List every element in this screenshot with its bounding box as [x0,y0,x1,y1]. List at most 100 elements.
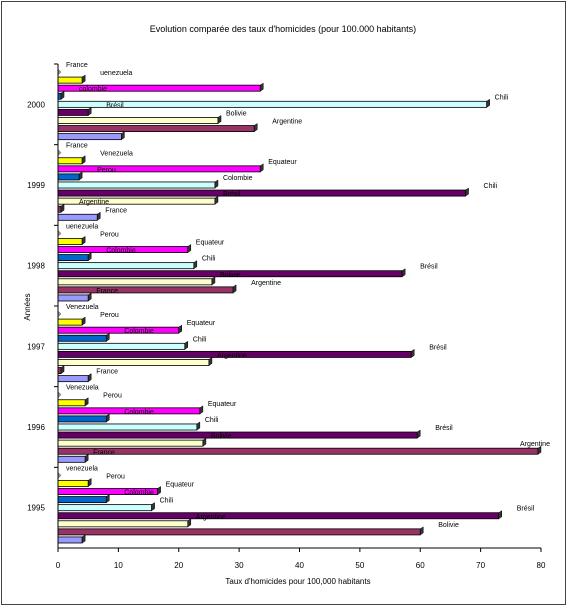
bar-1997-bresil [57,356,213,366]
bar-marks [57,68,542,544]
bar-face [57,157,83,165]
bar-face [57,439,204,447]
bar-label: Perou [100,312,119,319]
bar-label: Bolivie [226,110,247,117]
bar-label: Argentine [520,441,550,448]
bar-face [57,262,195,270]
bar-2000-venezuela [57,74,86,84]
bar-1998-chili [57,260,198,270]
bar-face [57,520,189,528]
bar-side [81,74,86,84]
bar-1996-chili [57,421,201,431]
bar-side [253,123,258,133]
bar-1995-venezuela [57,477,92,487]
bar-face [57,133,122,141]
bar-side [420,526,424,536]
x-tick-label: 30 [235,561,244,570]
bar-side [87,252,92,262]
chart-title: Evolution comparée des taux d'homicides … [150,24,416,34]
x-tick-label: 60 [416,561,425,570]
bar-1995-bolivie [57,526,424,536]
bar-1997-chili [57,340,189,350]
bar-face [57,278,213,286]
bar-side [187,518,192,528]
bar-face [57,536,83,544]
bar-side [208,356,213,366]
bar-label: Equateur [208,401,237,408]
bar-label: Colombie [124,328,154,335]
bar-face [57,117,219,124]
bar-side [157,486,161,496]
x-axis-label: Taux d'homicides pour 100,000 habitants [225,577,370,586]
bar-label: France [93,449,115,456]
bar-1999-venezuela [57,155,86,165]
x-tick-label: 40 [295,561,304,570]
bar-label: Chili [202,256,216,263]
bar-side [232,284,237,294]
bar-face [57,359,210,366]
y-tick-label-1996: 1996 [27,423,45,432]
bar-side [84,397,89,407]
bar-2000-equateur [57,90,65,100]
bar-label: France [96,369,118,376]
bar-side [401,268,406,278]
bar-label: France [105,207,127,214]
bar-face [57,423,198,431]
bar-side [184,340,189,350]
bar-side [60,90,65,100]
bar-side [87,292,92,302]
x-tick-label: 20 [174,561,183,570]
bar-label: Chili [484,183,498,190]
bar-face [57,165,261,173]
bar-side [106,413,110,423]
bar-side [199,405,204,415]
x-tick-label: 50 [355,561,364,570]
bar-label: Equateur [268,159,297,166]
bar-side [78,171,83,181]
bar-1999-bolivie [57,203,65,213]
bar-face [57,447,539,455]
bar-side [151,502,155,512]
bar-side [81,316,86,326]
bar-face [57,238,83,245]
bar-side [202,437,207,447]
bar-1997-argentine [57,373,92,383]
bar-side [60,365,65,375]
bar-labels: Bolivie Argentine Brésil Chili Colombie Equat… [66,62,550,529]
bar-1995-equateur [57,494,110,504]
bar-1999-chili [57,179,219,189]
bar-label: Bolivie [220,272,241,279]
bar-label: Brésil [517,506,535,513]
bar-label: France [66,62,88,69]
bar-label: Brésil [223,191,241,198]
bar-label: venezuela [66,465,98,472]
bar-side [465,187,469,197]
bar-1997-perou [57,324,182,334]
bar-face [57,326,180,334]
bar-label: colombie [79,86,107,93]
bar-side [196,421,201,431]
y-ticks: 1995 1996 1997 1998 1999 2000 [27,63,58,513]
bar-label: Perou [103,393,122,400]
bar-side [211,276,216,286]
bar-label: Colombie [106,248,136,255]
bar-1997-equateur [57,332,110,342]
bar-label: Brésil [435,425,453,432]
bar-1997-bolivie [57,365,65,375]
bar-side [106,494,110,504]
y-tick-label-1999: 1999 [27,181,45,190]
bar-side [217,114,222,124]
y-tick-label-1998: 1998 [27,262,45,271]
bar-1999-equateur [57,171,83,181]
bar-side [498,510,502,520]
bar-side [214,195,219,205]
bar-side [260,82,264,92]
bar-label: Equateur [187,320,216,327]
bar-side [214,179,219,189]
x-tick-label: 80 [537,561,546,570]
bar-side [87,373,92,383]
bar-label: Chili [193,336,207,343]
bar-1998-bresil [57,276,216,286]
bar-1996-argentine [57,453,89,463]
bar-face [57,286,234,294]
